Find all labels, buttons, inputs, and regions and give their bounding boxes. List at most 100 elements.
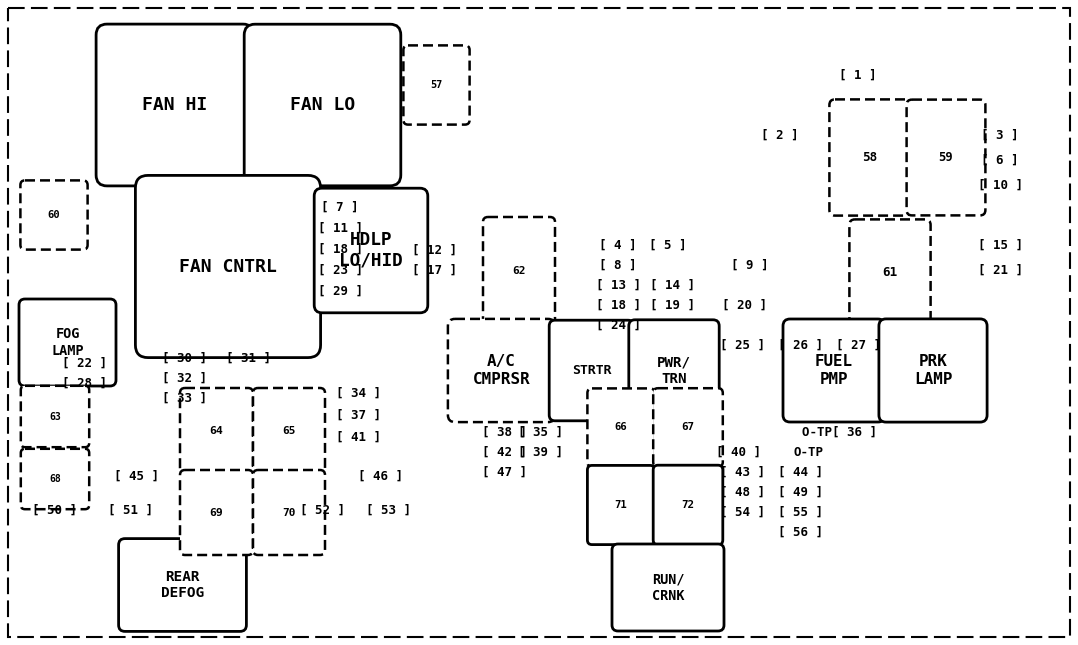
Text: [ 55 ]: [ 55 ] [777,506,823,519]
FancyBboxPatch shape [20,386,89,447]
Text: 70: 70 [282,508,295,517]
Text: [ 8 ]: [ 8 ] [599,259,637,272]
Text: [ 42 ]: [ 42 ] [482,446,526,459]
Text: 72: 72 [681,500,694,510]
Text: [ 41 ]: [ 41 ] [335,430,381,444]
Text: [ 18 ]: [ 18 ] [595,299,640,312]
Text: [ 46 ]: [ 46 ] [358,470,402,482]
Text: 67: 67 [681,422,694,433]
Text: [ 54 ]: [ 54 ] [719,506,764,519]
Text: 60: 60 [47,210,60,220]
FancyBboxPatch shape [447,319,555,422]
FancyBboxPatch shape [180,470,253,555]
FancyBboxPatch shape [483,217,555,325]
FancyBboxPatch shape [403,45,470,124]
Text: PWR/
TRN: PWR/ TRN [657,355,691,386]
FancyBboxPatch shape [314,188,428,313]
Text: [ 51 ]: [ 51 ] [108,504,152,517]
Text: [ 6 ]: [ 6 ] [981,154,1019,166]
Text: FAN CNTRL: FAN CNTRL [179,257,277,275]
Text: [ 12 ]: [ 12 ] [413,244,457,257]
Text: [ 18 ]: [ 18 ] [318,243,362,255]
Text: 62: 62 [512,266,526,276]
Text: FOG
LAMP: FOG LAMP [52,328,84,357]
Text: [ 24 ]: [ 24 ] [595,319,640,332]
Text: [ 2 ]: [ 2 ] [761,128,799,141]
Text: [ 26 ]: [ 26 ] [777,339,823,352]
Text: STRTR: STRTR [571,364,611,377]
Text: [ 13 ]: [ 13 ] [595,279,640,292]
Text: [ 27 ]: [ 27 ] [835,339,881,352]
Text: HDLP
LO/HID: HDLP LO/HID [340,231,403,270]
FancyBboxPatch shape [253,470,324,555]
Text: 71: 71 [614,500,627,510]
FancyBboxPatch shape [19,299,116,386]
Text: [ 7 ]: [ 7 ] [321,201,359,213]
Text: FUEL
PMP: FUEL PMP [815,354,853,387]
Text: [ 48 ]: [ 48 ] [719,486,764,499]
FancyBboxPatch shape [907,99,985,215]
Text: [ 25 ]: [ 25 ] [719,339,764,352]
Text: [ 17 ]: [ 17 ] [413,264,457,277]
FancyBboxPatch shape [180,388,253,473]
Text: [ 5 ]: [ 5 ] [649,239,687,252]
Text: [ 38 ]: [ 38 ] [482,426,526,439]
Text: [ 22 ]: [ 22 ] [63,357,108,370]
FancyBboxPatch shape [8,8,1070,637]
Text: [ 45 ]: [ 45 ] [114,470,160,482]
Text: [ 4 ]: [ 4 ] [599,239,637,252]
Text: [ 28 ]: [ 28 ] [63,377,108,390]
Text: 61: 61 [883,266,898,279]
FancyBboxPatch shape [136,175,320,357]
Text: [ 11 ]: [ 11 ] [318,221,362,235]
FancyBboxPatch shape [879,319,987,422]
FancyBboxPatch shape [588,466,654,544]
FancyBboxPatch shape [829,99,911,215]
Text: [ 19 ]: [ 19 ] [650,299,694,312]
Text: 66: 66 [614,422,627,433]
FancyBboxPatch shape [849,219,930,326]
FancyBboxPatch shape [549,320,634,421]
Text: [ 50 ]: [ 50 ] [32,504,78,517]
FancyBboxPatch shape [612,544,724,631]
Text: [ 1 ]: [ 1 ] [840,68,876,81]
Text: [ 47 ]: [ 47 ] [482,466,526,479]
FancyBboxPatch shape [20,449,89,509]
Text: [ 49 ]: [ 49 ] [777,486,823,499]
Text: RUN/
CRNK: RUN/ CRNK [652,572,685,602]
Text: 65: 65 [282,426,295,435]
Text: [ 29 ]: [ 29 ] [318,284,362,297]
FancyBboxPatch shape [20,181,87,250]
Text: 68: 68 [50,474,60,484]
FancyBboxPatch shape [96,24,254,186]
Text: 69: 69 [209,508,223,517]
Text: 59: 59 [939,151,953,164]
FancyBboxPatch shape [653,388,723,467]
Text: [ 23 ]: [ 23 ] [318,264,362,277]
Text: [ 32 ]: [ 32 ] [163,372,207,384]
Text: [ 3 ]: [ 3 ] [981,128,1019,141]
FancyBboxPatch shape [119,539,247,631]
Text: [ 52 ]: [ 52 ] [300,504,345,517]
Text: [ 56 ]: [ 56 ] [777,526,823,539]
Text: 63: 63 [50,412,60,421]
FancyBboxPatch shape [628,320,719,421]
FancyBboxPatch shape [253,388,324,473]
Text: [ 43 ]: [ 43 ] [719,466,764,479]
Text: [ 21 ]: [ 21 ] [978,264,1023,277]
Text: [ 14 ]: [ 14 ] [650,279,694,292]
Text: 57: 57 [430,80,443,90]
FancyBboxPatch shape [245,25,401,186]
Text: [ 37 ]: [ 37 ] [335,408,381,421]
Text: O-TP[ 36 ]: O-TP[ 36 ] [802,426,877,439]
Text: PRK
LAMP: PRK LAMP [914,354,952,387]
Text: O-TP: O-TP [793,446,823,459]
Text: [ 10 ]: [ 10 ] [978,179,1023,192]
Text: [ 53 ]: [ 53 ] [365,504,411,517]
Text: REAR
DEFOG: REAR DEFOG [161,570,204,600]
Text: [ 30 ]: [ 30 ] [163,352,207,364]
Text: [ 20 ]: [ 20 ] [721,299,766,312]
Text: [ 15 ]: [ 15 ] [978,239,1023,252]
Text: [ 34 ]: [ 34 ] [335,386,381,399]
FancyBboxPatch shape [783,319,885,422]
